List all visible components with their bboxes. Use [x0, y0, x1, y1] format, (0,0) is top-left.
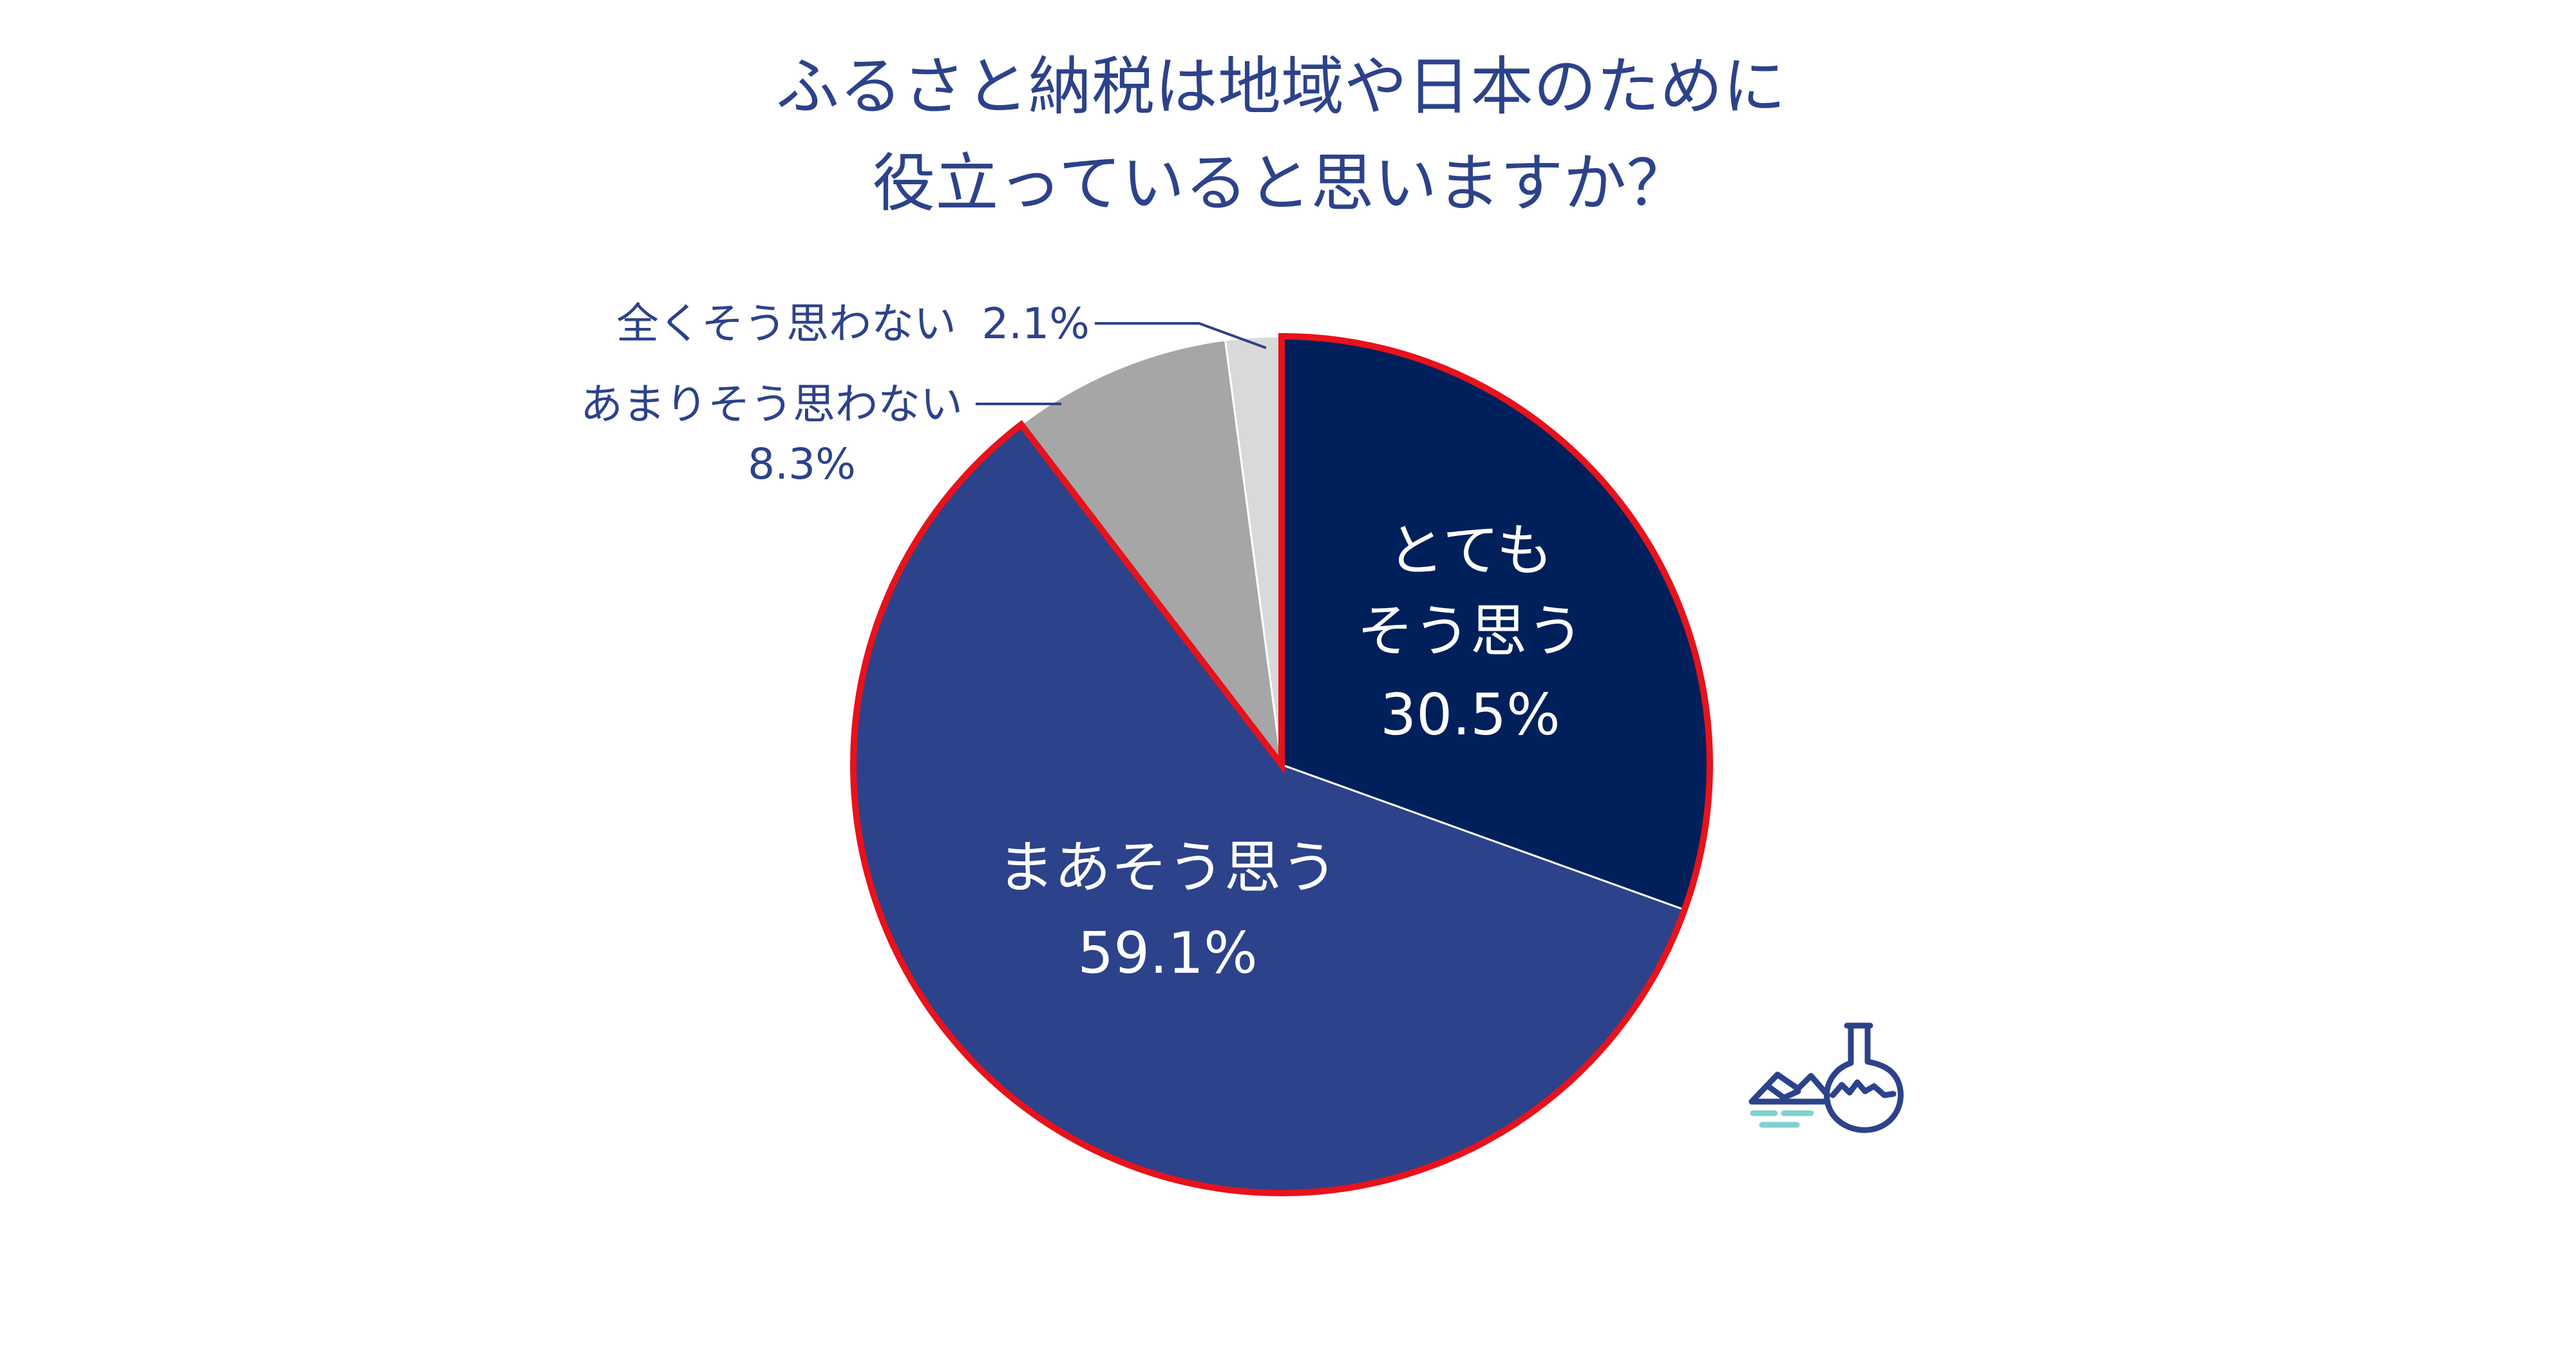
slice-3-value-label: 8.3% [748, 439, 856, 489]
slice-1-label-line-1: とても [1388, 517, 1553, 584]
flask-landscape-logo [1748, 1022, 1904, 1133]
slice-4-label: 全くそう思わない [616, 299, 956, 349]
pie-highlight-outlines [850, 332, 1713, 1196]
slice-3-label: あまりそう思わない [580, 379, 963, 429]
slice-1-label-line-2: そう思う [1357, 598, 1584, 664]
chart-title-line-1: ふるさと納税は地域や日本のために [776, 50, 1786, 124]
slice-4-value-label: 2.1% [981, 299, 1090, 349]
slice-4-leader-line [1095, 322, 1267, 349]
chart-title-line-2: 役立っていると思いますか？ [872, 147, 1689, 220]
chart-title: ふるさと納税は地域や日本のために 役立っていると思いますか？ [776, 50, 1786, 220]
pie-slices [852, 335, 1711, 1194]
pie-highlight-outline [850, 332, 1713, 1196]
slice-1-value-label: 30.5% [1380, 682, 1560, 748]
slice-2-label-line-1: まあそう思う [998, 834, 1338, 901]
slice-2-value-label: 59.1% [1077, 920, 1258, 986]
pie-slice-3 [1019, 339, 1283, 769]
